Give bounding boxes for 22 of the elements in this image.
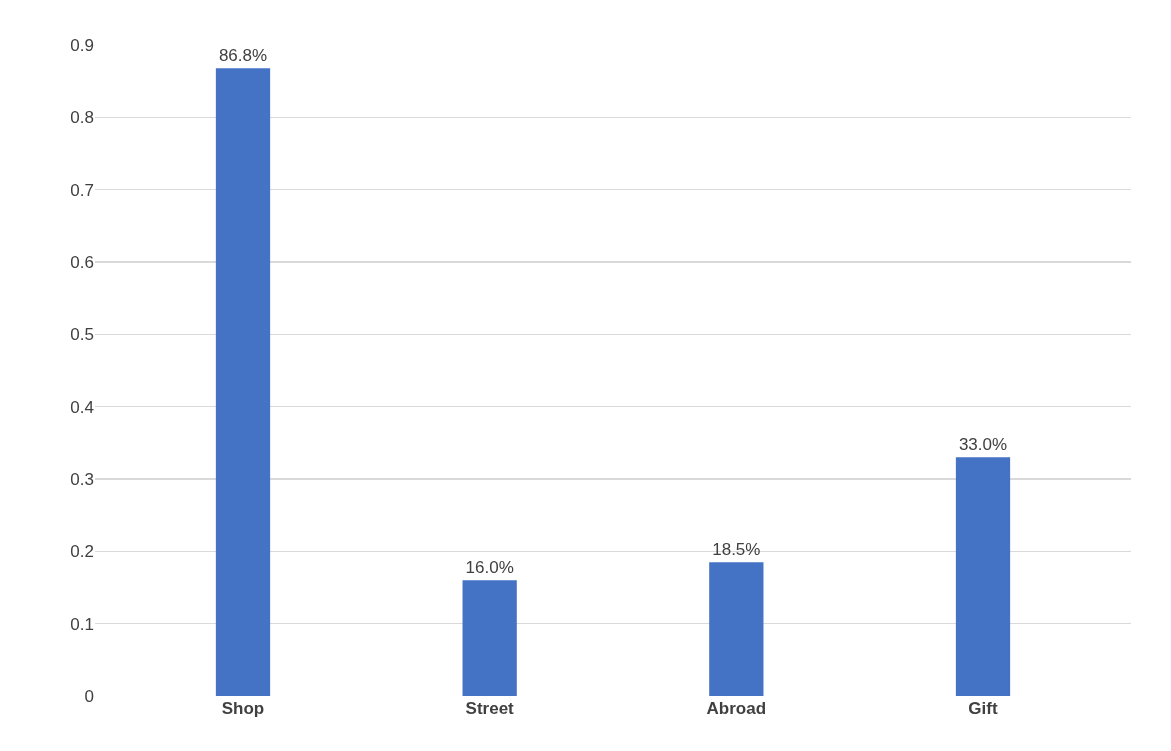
bar xyxy=(709,562,764,696)
y-tick-label: 0.9 xyxy=(70,35,94,55)
y-tick-label: 0.4 xyxy=(70,397,94,417)
x-tick-label: Abroad xyxy=(706,699,767,718)
data-label: 18.5% xyxy=(712,540,761,560)
y-tick-label: 0.5 xyxy=(70,325,94,345)
y-tick-label: 0.6 xyxy=(70,252,94,272)
data-label: 16.0% xyxy=(465,558,514,578)
x-tick-label: Gift xyxy=(968,699,998,718)
x-tick-label: Shop xyxy=(221,699,265,718)
data-label: 33.0% xyxy=(958,435,1008,455)
bar xyxy=(955,457,1011,696)
data-label: 86.8% xyxy=(218,46,268,66)
y-tick-label: 0.2 xyxy=(70,542,94,562)
y-tick-label: 0.1 xyxy=(70,614,94,634)
bar xyxy=(215,68,271,696)
y-tick-label: 0.3 xyxy=(70,469,94,489)
y-tick-label: 0.7 xyxy=(70,180,94,200)
y-tick-label: 0 xyxy=(84,686,94,706)
bar xyxy=(462,580,517,696)
x-tick-label: Street xyxy=(465,699,515,718)
y-tick-label: 0.8 xyxy=(70,108,94,128)
